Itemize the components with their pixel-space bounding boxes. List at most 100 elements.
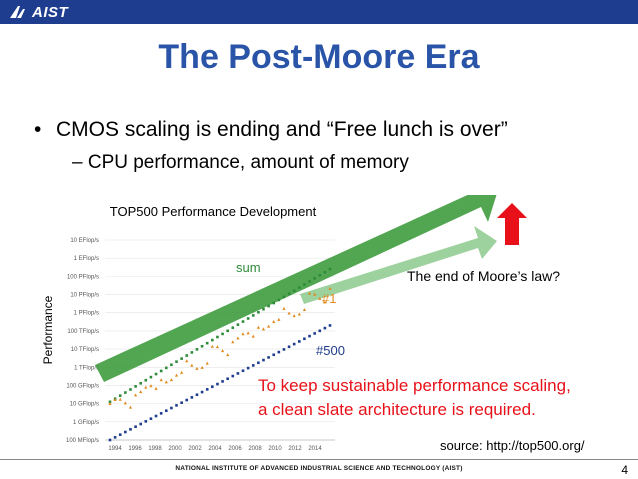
data-point <box>170 363 173 367</box>
red-up-arrow-icon <box>497 203 527 245</box>
data-point <box>195 366 199 370</box>
y-tick-label: 10 PFlop/s <box>70 293 99 299</box>
green-trend-arrow-icon <box>95 195 497 382</box>
x-tick-label: 2006 <box>228 446 242 452</box>
red-conclusion: To keep sustainable performance scaling,… <box>258 374 571 422</box>
data-point <box>231 340 235 344</box>
data-point <box>251 314 255 317</box>
sub-bullet-item: – CPU performance, amount of memory <box>72 152 409 173</box>
data-point <box>241 332 245 336</box>
data-point <box>215 345 220 349</box>
data-point <box>318 273 322 277</box>
data-point <box>169 378 173 382</box>
data-point <box>113 436 117 439</box>
data-point <box>180 401 183 405</box>
y-tick-label: 100 TFlop/s <box>67 329 99 335</box>
data-point <box>262 307 265 311</box>
red-conclusion-line-2: a clean slate architecture is required. <box>258 400 536 419</box>
bullet-text: CMOS scaling is ending and “Free lunch i… <box>56 118 508 141</box>
y-tick-label: 100 MFlop/s <box>66 438 99 444</box>
data-point <box>323 326 327 330</box>
data-point <box>175 360 178 363</box>
y-ticks: 100 MFlop/s 1 GFlop/s 10 GFlop/s 100 GFlop/… <box>66 238 99 444</box>
data-point <box>226 353 230 357</box>
x-ticks: 1994 1996 1998 2000 2002 2004 2006 2008 2010 2012… <box>108 446 322 452</box>
bullet-dot: • <box>34 118 42 141</box>
data-point <box>323 300 327 304</box>
data-point <box>185 398 189 402</box>
series-label-sum: sum <box>236 260 261 275</box>
data-point <box>159 369 163 373</box>
data-point <box>287 345 291 349</box>
data-point <box>154 372 158 376</box>
aist-logo-text: AIST <box>32 3 69 21</box>
data-point <box>134 425 137 428</box>
data-point <box>257 311 260 314</box>
data-point <box>123 401 127 405</box>
data-point <box>323 270 327 274</box>
data-point <box>277 350 281 354</box>
data-point <box>262 358 265 362</box>
data-point <box>246 331 250 335</box>
data-point <box>200 365 204 369</box>
y-tick-label: 1 TFlop/s <box>74 365 99 371</box>
x-tick-label: 2014 <box>308 446 322 452</box>
data-point <box>231 374 235 378</box>
light-green-arrow-icon <box>300 226 497 304</box>
aist-logo-icon <box>10 6 25 18</box>
data-point <box>328 286 332 290</box>
data-point <box>221 332 224 336</box>
data-point <box>190 363 194 367</box>
data-point <box>139 381 142 385</box>
data-point <box>308 334 311 338</box>
data-point <box>185 359 189 363</box>
data-point <box>200 390 204 394</box>
data-point <box>308 280 311 283</box>
data-point <box>195 348 199 351</box>
data-point <box>272 301 276 305</box>
data-point <box>200 344 204 348</box>
footer-divider <box>0 459 638 460</box>
data-point <box>282 306 286 310</box>
data-point <box>118 394 122 397</box>
data-point <box>272 353 276 357</box>
data-point <box>216 335 219 339</box>
data-point <box>282 295 286 299</box>
data-point <box>231 326 235 330</box>
data-point <box>313 292 317 296</box>
data-point <box>256 325 260 329</box>
y-tick-label: 1 GFlop/s <box>73 420 99 426</box>
data-point <box>292 289 296 292</box>
y-tick-label: 10 GFlop/s <box>70 402 99 408</box>
data-point <box>282 348 286 351</box>
data-point <box>144 378 148 382</box>
data-point <box>205 361 209 365</box>
data-point <box>124 391 127 394</box>
data-point <box>195 393 199 397</box>
data-point <box>144 420 148 423</box>
x-tick-label: 2008 <box>248 446 262 452</box>
data-point <box>307 291 312 295</box>
data-point <box>246 366 250 370</box>
x-tick-label: 2010 <box>268 446 282 452</box>
data-point <box>139 422 142 426</box>
y-tick-label: 100 PFlop/s <box>67 274 99 280</box>
data-point <box>190 396 194 399</box>
trend-arrows <box>95 195 497 382</box>
header-bar: AIST <box>0 0 638 24</box>
slide-title: The Post-Moore Era <box>158 38 480 76</box>
data-point <box>108 402 112 406</box>
y-tick-label: 10 EFlop/s <box>70 238 99 244</box>
bullet-item: • CMOS scaling is ending and “Free lunch … <box>34 118 508 142</box>
data-point <box>180 370 184 374</box>
data-point <box>129 388 132 391</box>
page-number: 4 <box>621 463 628 477</box>
data-point <box>149 417 153 420</box>
data-point <box>220 349 225 353</box>
data-point <box>211 338 214 342</box>
chart-title: TOP500 Performance Development <box>110 204 317 219</box>
data-point <box>211 385 214 389</box>
data-point <box>159 378 163 382</box>
data-point <box>205 388 209 391</box>
data-point <box>164 366 168 370</box>
